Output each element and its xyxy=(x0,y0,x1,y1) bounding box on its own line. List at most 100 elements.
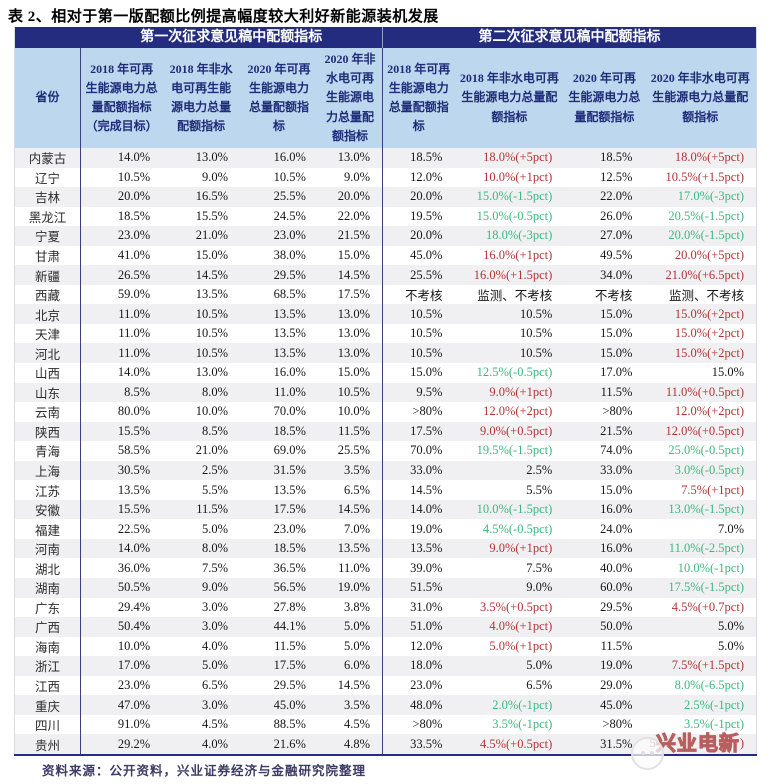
value-cell: 23.0% xyxy=(273,228,306,243)
value-cell: 2.5%(-1pct) xyxy=(683,697,744,712)
value-cell: 60.0% xyxy=(600,580,633,595)
table-row: 广西 50.4% 3.0% 44.1% 5.0% 51.0% 4.0%(+1pct) 50.0… xyxy=(14,617,757,637)
value-cell: 14.5% xyxy=(317,499,383,520)
value-cell: 29.5% xyxy=(600,599,633,614)
value-cell: 4.5% xyxy=(317,714,383,735)
value-cell: 5.0% xyxy=(202,521,229,536)
table-row: 山东 8.5% 8.0% 11.0% 10.5% 9.5% 9.0%(+1pct) 11.5%… xyxy=(14,382,757,403)
value-cell: 7.5%(+1.5pct) xyxy=(671,658,744,673)
table-body: 内蒙古 14.0% 13.0% 16.0% 13.0% 18.5% 18.0%(+5pct)… xyxy=(14,148,757,756)
table-title: 表 2、相对于第一版配额比例提高幅度较大利好新能源装机发展 xyxy=(8,9,439,25)
value-cell: 16.5% xyxy=(195,189,229,204)
value-cell: 24.0% xyxy=(600,521,633,536)
value-cell: 17.0% xyxy=(600,365,633,380)
value-cell: >80% xyxy=(602,404,633,419)
table-row: 云南 80.0% 10.0% 70.0% 10.0% >80% 12.0%(+2pct) >8… xyxy=(14,402,757,422)
value-cell: 4.5%(+0.5pct) xyxy=(479,736,553,751)
value-cell: 7.0% xyxy=(317,519,383,539)
value-cell: 15.0% xyxy=(317,245,383,266)
value-cell: 49.5% xyxy=(600,248,633,262)
value-cell: 58.5% xyxy=(117,443,151,458)
value-cell: 29.4% xyxy=(117,599,151,614)
value-cell: 91.0% xyxy=(117,717,151,732)
source-note: 资料来源：公开资料，兴业证券经济与金融研究院整理 xyxy=(42,764,367,778)
value-cell: 8.5% xyxy=(124,384,151,399)
value-cell: 17.5%(-1.5pct) xyxy=(668,580,744,595)
value-cell: 15.0% xyxy=(195,248,229,262)
value-cell: 5.5% xyxy=(202,482,229,497)
value-cell: 13.5% xyxy=(273,482,306,497)
table-row: 海南 10.0% 4.0% 11.5% 5.0% 12.0% 5.0%(+1pct) 11.5… xyxy=(14,636,757,657)
province-cell: 湖北 xyxy=(14,558,82,579)
value-cell: 40.0% xyxy=(600,560,633,575)
value-cell: 15.0%(+2pct) xyxy=(674,326,744,341)
value-cell: 20.0% xyxy=(410,189,443,204)
value-cell: 34.0% xyxy=(600,267,633,282)
value-cell: 26.5% xyxy=(117,267,151,282)
value-cell: 8.0%(-6.5pct) xyxy=(674,678,744,693)
value-cell: 36.5% xyxy=(273,560,306,575)
value-cell: 70.0% xyxy=(410,443,443,458)
value-cell: 9.0% xyxy=(317,167,383,188)
value-cell: 7.0% xyxy=(717,521,744,536)
value-cell: 44.1% xyxy=(273,619,306,634)
value-cell: 10.5% xyxy=(117,169,151,184)
value-cell: 11.5% xyxy=(317,421,383,442)
column-header: 2018 年非水电可再生能源电力总量配额指标 xyxy=(169,61,233,134)
value-cell: 11.0% xyxy=(118,345,151,360)
value-cell: 22.0% xyxy=(600,189,633,204)
value-cell: 15.0%(-0.5pct) xyxy=(476,208,553,223)
value-cell: 11.5% xyxy=(274,638,306,653)
value-cell: 14.5% xyxy=(317,675,383,696)
value-cell: 11.0% xyxy=(317,558,383,579)
value-cell: 11.0%(-2.5pct) xyxy=(668,541,744,556)
column-header: 2018 年非水电可再生能源电力总量配额指标 xyxy=(459,71,559,124)
value-cell: 12.0% xyxy=(410,638,443,653)
value-cell: 3.5%(-1pct) xyxy=(683,717,744,732)
table-row: 湖北 36.0% 7.5% 36.5% 11.0% 39.0% 7.5% 40.0% 10.0%… xyxy=(14,558,757,579)
value-cell: 80.0% xyxy=(117,404,151,419)
value-cell: 21.5% xyxy=(600,423,633,438)
value-cell: 20.5%(-1.5pct) xyxy=(668,208,744,223)
value-cell: 15.0%(+2pct) xyxy=(674,306,744,321)
value-cell: 12.0%(+2pct) xyxy=(483,404,553,419)
province-cell: 陕西 xyxy=(14,421,82,442)
value-cell: 22.0% xyxy=(317,206,383,227)
province-cell: 内蒙古 xyxy=(14,148,82,168)
value-cell: 13.5% xyxy=(317,538,383,559)
province-cell: 西藏 xyxy=(14,284,82,305)
table-row: 江西 23.0% 6.5% 29.5% 14.5% 23.0% 6.5% 29.0% 8.0%(… xyxy=(14,675,757,696)
value-cell: 11.0% xyxy=(118,306,151,321)
value-cell: 4.8% xyxy=(317,734,383,756)
value-cell: 56.5% xyxy=(273,580,306,595)
value-cell: 10.0% xyxy=(117,638,151,653)
value-cell: 88.5% xyxy=(273,717,306,732)
table-row: 宁夏 23.0% 21.0% 23.0% 21.5% 20.0% 18.0%(-3pct) 2… xyxy=(14,226,757,246)
value-cell: 19.0% xyxy=(317,578,383,598)
value-cell: 31.5% xyxy=(273,463,306,478)
value-cell: 10.5% xyxy=(519,345,553,360)
value-cell: 4.0%(+1pct) xyxy=(489,619,553,634)
value-cell: 12.5%(-0.5pct) xyxy=(476,365,553,380)
value-cell: 10.0%(-1.5pct) xyxy=(476,502,553,517)
column-header-row: 省份 2018 年可再生能源电力总量配额指标（完成目标） 2018 年非水电可再… xyxy=(14,48,757,148)
value-cell: >80% xyxy=(412,404,443,419)
value-cell: 14.0% xyxy=(117,541,151,556)
province-cell: 广西 xyxy=(14,617,82,637)
value-cell: 18.5% xyxy=(600,150,633,165)
value-cell: 7.5% xyxy=(202,560,229,575)
value-cell: 47.0% xyxy=(117,697,151,712)
value-cell: 15.5% xyxy=(117,423,151,438)
value-cell: 21.5% xyxy=(317,226,383,246)
value-cell: 38.0% xyxy=(273,248,306,262)
value-cell: 18.5% xyxy=(273,541,306,556)
value-cell: 17.5% xyxy=(410,423,443,438)
province-cell: 广东 xyxy=(14,597,82,618)
value-cell: 11.5% xyxy=(600,384,633,399)
value-cell: 13.0% xyxy=(317,323,383,344)
value-cell: 3.5% xyxy=(317,460,383,481)
value-cell: 3.0% xyxy=(202,599,229,614)
value-cell: 13.5% xyxy=(273,306,306,321)
value-cell: 59.0% xyxy=(117,287,151,302)
value-cell: 45.0% xyxy=(273,697,306,712)
